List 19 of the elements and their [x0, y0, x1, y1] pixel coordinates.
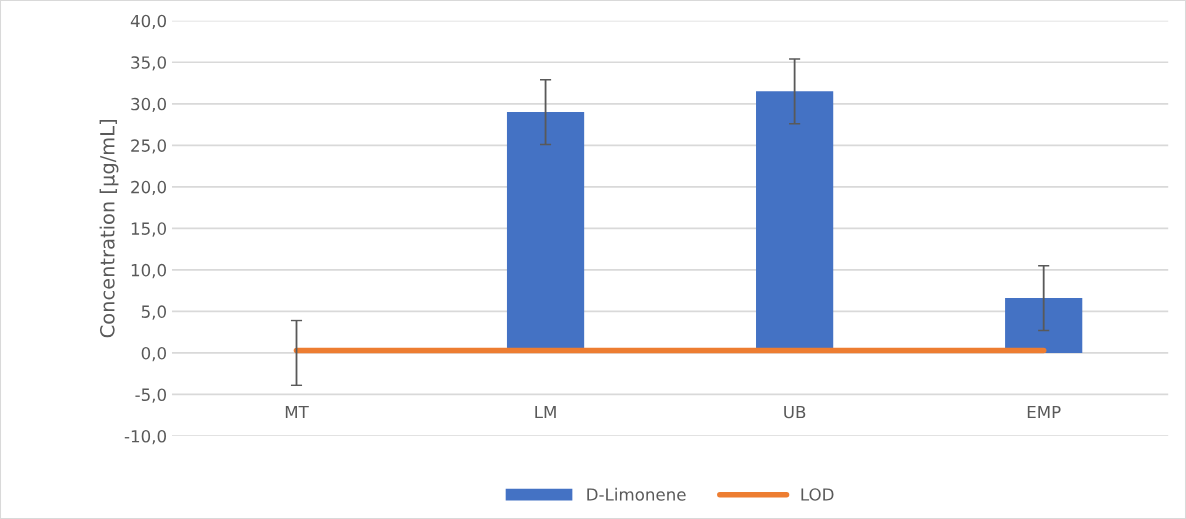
x-tick-label: UB	[784, 405, 806, 419]
y-tick-label: 40,0	[130, 14, 166, 30]
legend-label: D-Limonene	[587, 487, 686, 501]
y-tick-label: -10,0	[124, 429, 166, 445]
y-tick-label: 10,0	[131, 263, 166, 279]
y-tick-label: 20,0	[131, 180, 166, 196]
y-tick-label: 15,0	[131, 222, 166, 237]
x-tick-label: MT	[285, 405, 309, 419]
y-tick-label: 5,0	[141, 305, 166, 320]
y-tick-label: 35,0	[131, 56, 166, 71]
y-tick-label: 0,0	[141, 346, 166, 362]
legend-label: LOD	[801, 488, 834, 501]
y-axis-title: Concentration [µg/mL]	[99, 120, 119, 338]
y-tick-label: 25,0	[131, 139, 166, 154]
x-tick-label: EMP	[1027, 405, 1061, 419]
x-tick-label: LM	[535, 405, 556, 419]
y-tick-label: 30,0	[131, 97, 166, 113]
bar	[1005, 298, 1083, 353]
y-tick-label: -5,0	[135, 388, 166, 403]
